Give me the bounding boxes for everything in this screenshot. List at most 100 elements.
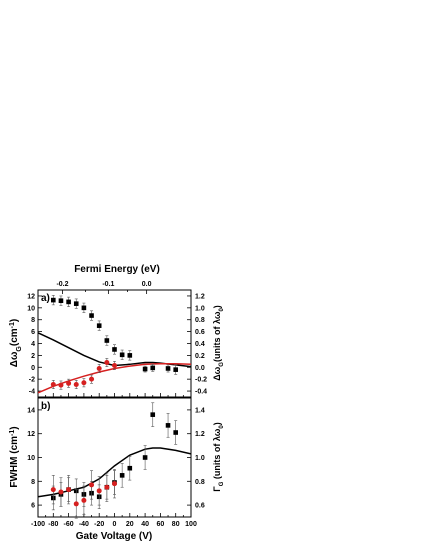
data-point-circle	[58, 489, 64, 495]
right-y-tick-label: 1.0	[195, 455, 205, 462]
y-tick-label: 4	[31, 341, 35, 348]
data-point-square	[142, 366, 148, 372]
data-point-circle	[66, 380, 72, 386]
y-tick-label: 10	[27, 455, 35, 462]
right-y-tick-label: 0.6	[195, 503, 205, 510]
panel-b-left-axis: 6 8 10 12 14	[27, 407, 42, 510]
y-tick-label: -4	[29, 389, 35, 396]
panel-b-label: b)	[41, 401, 50, 412]
data-point-circle	[89, 376, 95, 382]
x-tick-label: 80	[172, 521, 180, 528]
data-point-square	[104, 338, 110, 343]
x-tick-label: -20	[94, 521, 104, 528]
panel-a-top-axis: -0.2 -0.1 0.0	[56, 281, 152, 294]
data-point-circle	[104, 484, 110, 490]
data-point-circle	[50, 487, 56, 493]
right-y-tick-label: 1.2	[195, 431, 205, 438]
data-point-square	[119, 352, 125, 358]
right-y-tick-label: -0.4	[195, 389, 207, 396]
panel-a-top-axis-label: Fermi Energy (eV)	[74, 264, 160, 275]
data-point-circle	[96, 365, 102, 371]
y-tick-label: 10	[27, 305, 35, 312]
data-point-circle	[112, 481, 117, 487]
y-tick-label: 8	[31, 317, 35, 324]
y-tick-label: 8	[31, 479, 35, 486]
data-point-square	[142, 455, 148, 460]
data-point-circle	[73, 382, 79, 388]
data-point-square	[51, 297, 56, 303]
panel-a-ylabel: ΔωG(cm-1)	[9, 319, 23, 367]
right-y-tick-label: 0.8	[195, 479, 205, 486]
data-point-circle	[58, 382, 64, 388]
data-point-square	[96, 323, 102, 328]
data-point-square	[58, 298, 64, 303]
data-point-square	[89, 313, 94, 318]
theory-curve-0	[38, 447, 191, 498]
data-point-circle	[104, 360, 110, 366]
panel-a-bottom-ticks	[37, 393, 192, 397]
data-point-circle	[112, 362, 117, 368]
data-point-square	[119, 473, 125, 478]
x-tick-label: 0	[113, 521, 117, 528]
panel-b-xlabel: Gate Voltage (V)	[76, 531, 153, 542]
data-point-square	[127, 353, 133, 358]
y-tick-label: 6	[31, 503, 35, 510]
right-y-tick-label: 1.0	[195, 305, 205, 312]
y-tick-label: 0	[31, 365, 35, 372]
panel-b-right-axis: 0.6 0.8 1.0 1.2 1.4	[187, 407, 205, 510]
y-tick-label: 12	[27, 293, 35, 300]
panel-b-bottom-axis: -100 -80 -60 -40 -20 0 20 40 60 80 100	[31, 513, 197, 528]
panel-a-left-axis: -4 -2 0 2 4 6 8 10 12	[27, 293, 42, 396]
data-point-circle	[96, 488, 102, 494]
y-tick-label: 12	[27, 431, 35, 438]
data-point-circle	[50, 382, 56, 388]
x-tick-label: 20	[126, 521, 134, 528]
x-tick-label: -60	[64, 521, 74, 528]
y-tick-label: -2	[29, 377, 35, 384]
data-point-circle	[66, 487, 72, 493]
top-tick-label: 0.0	[142, 281, 152, 288]
data-point-square	[150, 365, 156, 371]
right-y-tick-label: 0.6	[195, 329, 205, 336]
x-tick-label: 60	[157, 521, 165, 528]
y-tick-label: 6	[31, 329, 35, 336]
data-point-square	[66, 299, 71, 305]
panel-a-right-axis: -0.4 -0.2 0.0 0.2 0.4 0.6 0.8 1.0 1.2	[187, 293, 207, 396]
data-point-square	[150, 412, 156, 417]
data-point-square	[127, 465, 133, 471]
panel-b-right-ylabel: ΓG (units of λω0)	[212, 422, 225, 491]
x-tick-label: -80	[48, 521, 58, 528]
top-tick-label: -0.1	[102, 281, 114, 288]
data-point-square	[173, 430, 178, 435]
right-y-tick-label: 0.2	[195, 353, 205, 360]
data-point-circle	[89, 482, 95, 488]
data-point-square	[165, 366, 171, 371]
data-point-square	[112, 347, 117, 352]
panel-a-label: a)	[41, 293, 50, 304]
y-tick-label: 14	[27, 407, 35, 414]
right-y-tick-label: 0.8	[195, 317, 205, 324]
x-tick-label: -100	[31, 521, 45, 528]
data-point-circle	[73, 501, 79, 507]
panel-a-plot	[38, 295, 191, 394]
panel-b-plot	[38, 402, 191, 519]
data-point-square	[165, 423, 171, 428]
data-point-square	[173, 367, 178, 372]
data-point-circle	[81, 497, 87, 503]
data-point-square	[81, 305, 87, 311]
y-tick-label: 2	[31, 353, 35, 360]
data-point-square	[73, 301, 79, 306]
right-y-tick-label: 1.2	[195, 293, 205, 300]
panel-a: -0.2 -0.1 0.0 -4 -2 0 2 4 6 8 10 12 -0.4 -0.2 0.0 0.2…	[9, 264, 225, 398]
right-y-tick-label: 0.0	[195, 365, 205, 372]
panel-b-ylabel: FWHM (cm-1)	[9, 426, 21, 487]
right-y-tick-label: 0.4	[195, 341, 205, 348]
panel-b: 6 8 10 12 14 0.6 0.8 1.0 1.2 1.4 -100 -80 -60 -40 -2…	[9, 397, 225, 542]
x-tick-label: -40	[79, 521, 89, 528]
right-y-tick-label: 1.4	[195, 407, 205, 414]
right-y-tick-label: -0.2	[195, 377, 207, 384]
x-tick-label: 40	[141, 521, 149, 528]
data-point-circle	[81, 380, 87, 386]
top-tick-label: -0.2	[56, 281, 68, 288]
